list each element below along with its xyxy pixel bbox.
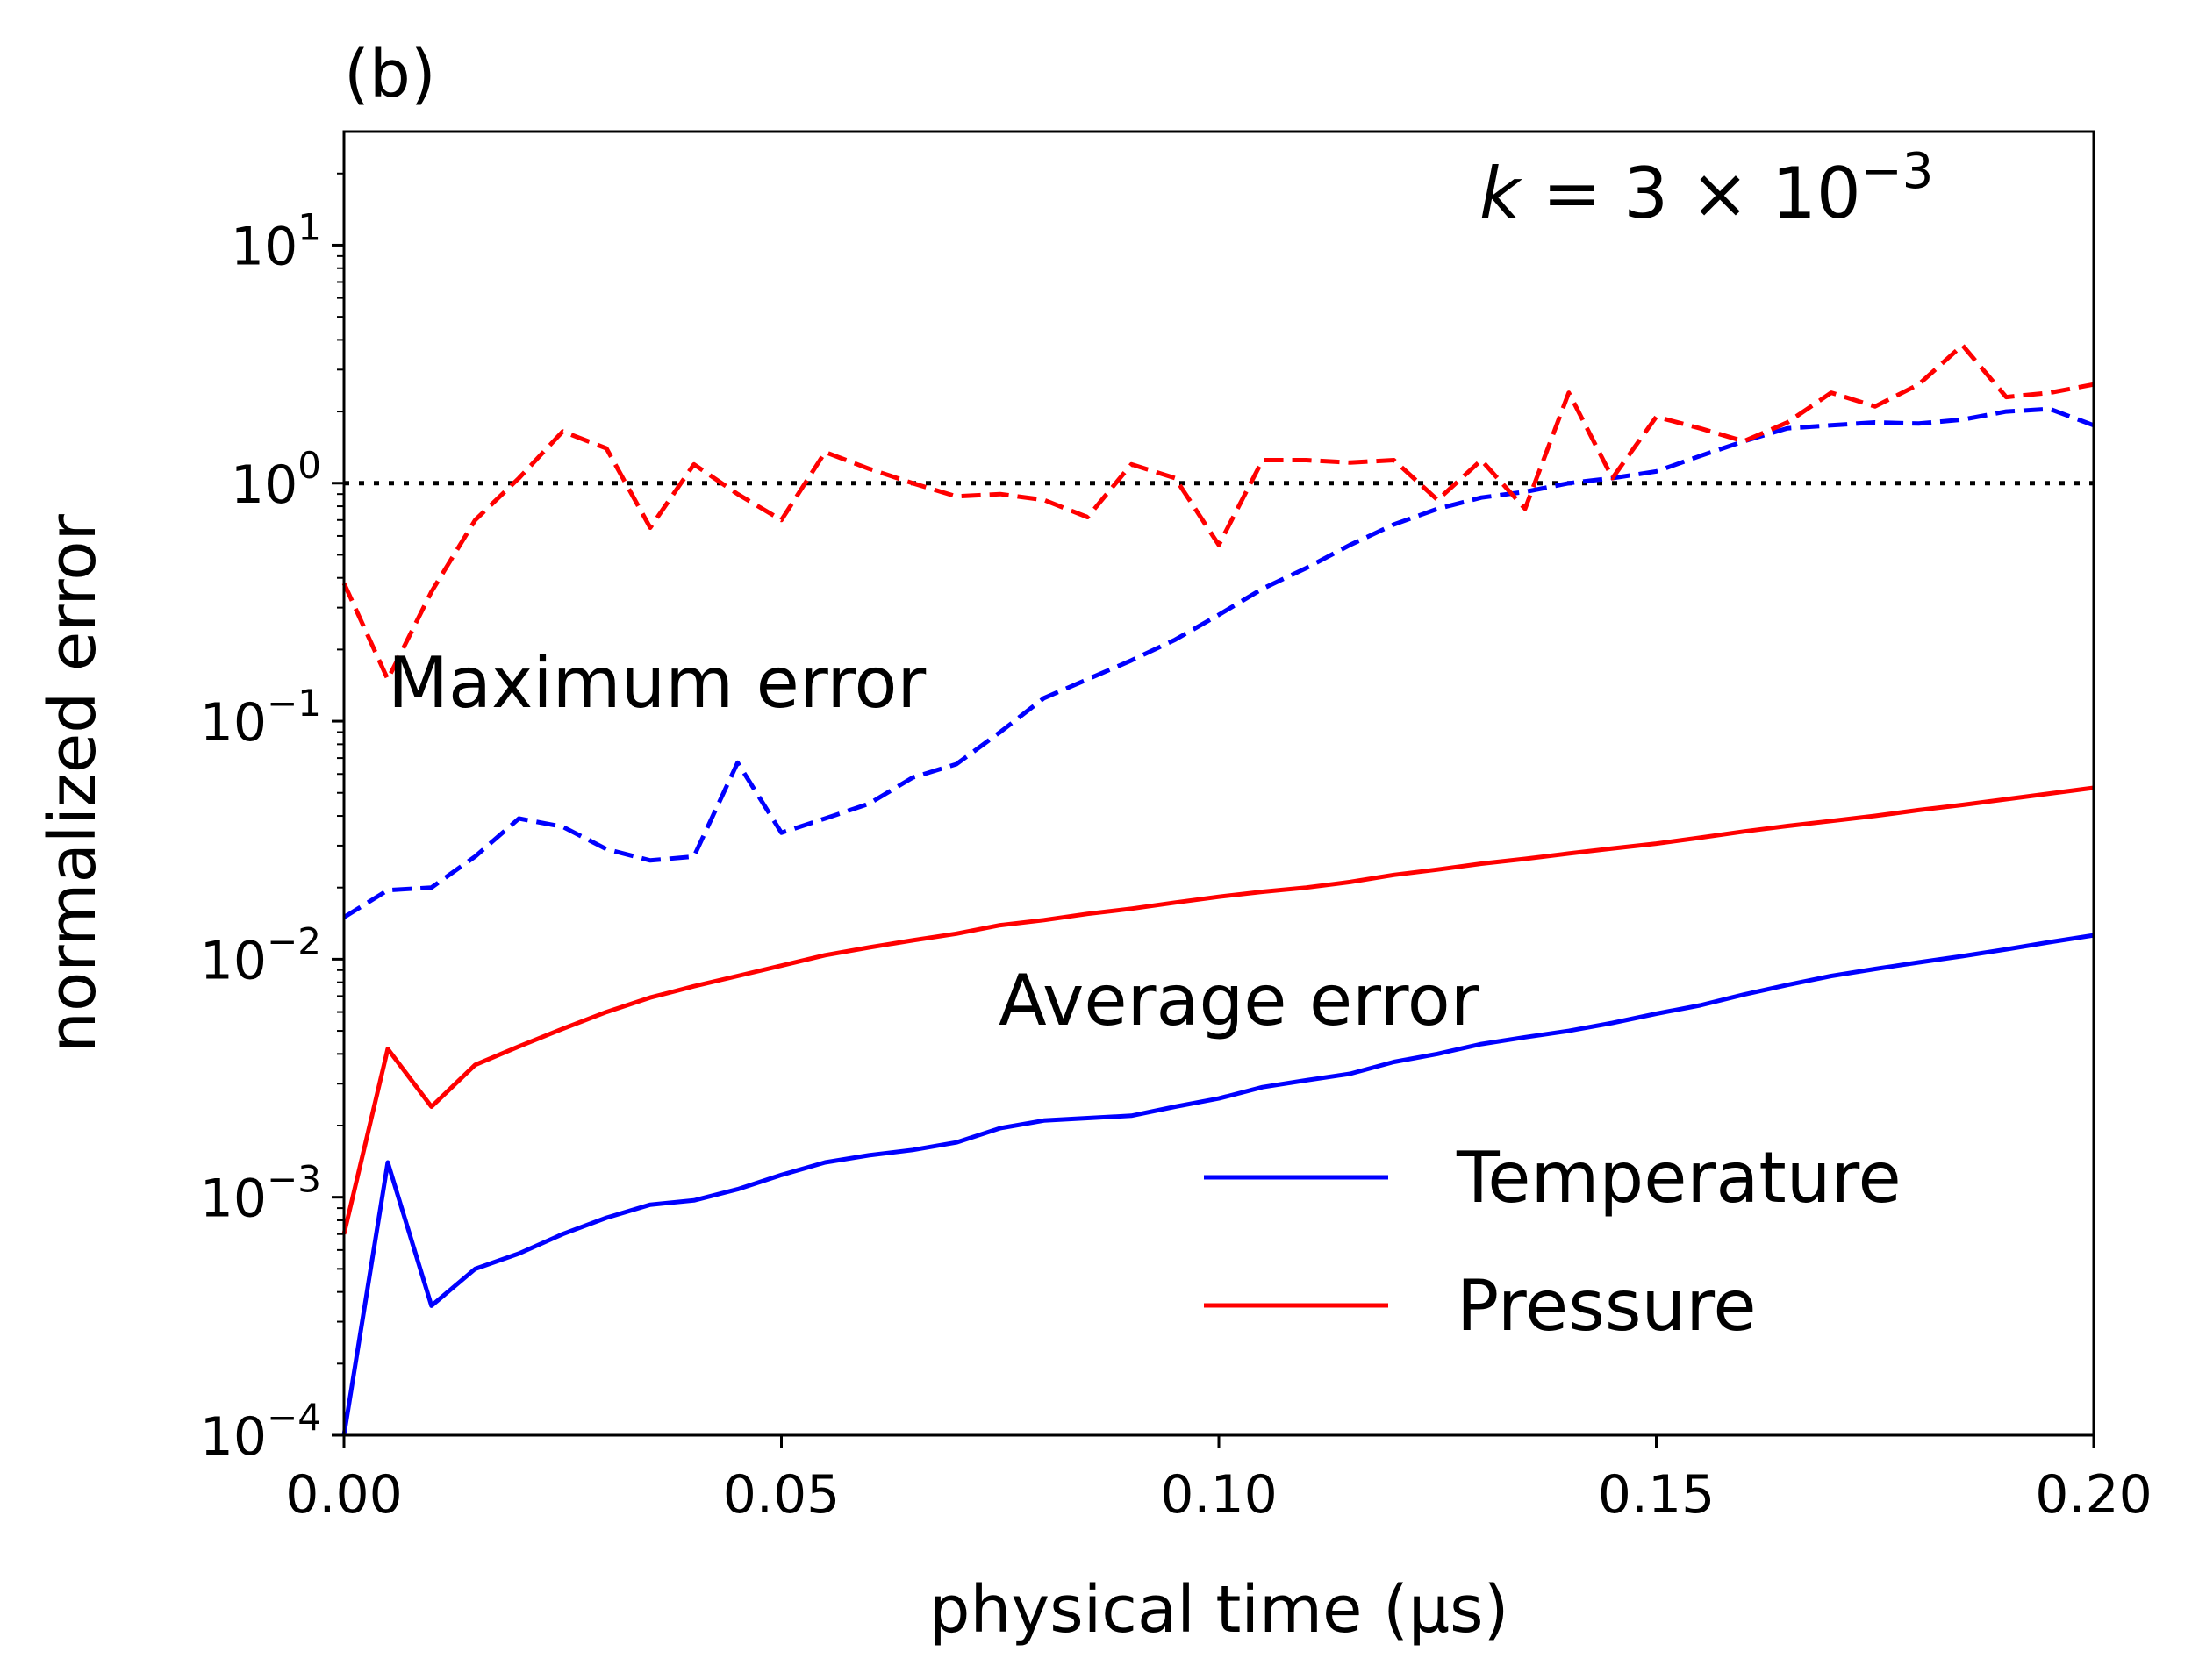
panel-label: (b) — [344, 37, 436, 112]
legend-label-temperature: Temperature — [1456, 1137, 1902, 1219]
x-tick-label: 0.15 — [1598, 1464, 1716, 1526]
x-tick-label: 0.20 — [2035, 1464, 2152, 1526]
x-tick-label: 0.10 — [1160, 1464, 1278, 1526]
series-line-pressure-average — [341, 785, 2095, 1235]
series-line-temperature-maximum — [342, 406, 2095, 919]
y-axis-label: normalized error — [35, 514, 111, 1053]
plot-frame — [342, 130, 2095, 1437]
legend: Temperature Pressure — [1204, 1137, 1902, 1347]
k-symbol: k — [1479, 153, 1522, 234]
x-tick-label: 0.05 — [723, 1464, 841, 1526]
average-error-annotation: Average error — [999, 960, 1479, 1041]
y-tick-label: 100 — [231, 444, 321, 516]
y-tick-label: 10−2 — [200, 919, 321, 991]
legend-label-pressure: Pressure — [1457, 1265, 1757, 1347]
x-ticks: 0.00 0.05 0.10 0.15 0.20 — [285, 1435, 2152, 1526]
k-annotation: k = 3 × 10−3 — [1479, 143, 1933, 234]
y-ticks: 10−4 10−3 10−2 10−1 100 101 — [200, 172, 344, 1468]
y-tick-label: 10−3 — [200, 1158, 321, 1230]
k-value: = 3 × 10 — [1520, 153, 1860, 234]
y-tick-label: 10−1 — [200, 682, 321, 754]
series-line-temperature-average — [341, 933, 2095, 1436]
y-tick-label: 10−4 — [200, 1396, 321, 1468]
series-line-pressure-maximum — [341, 343, 2095, 682]
k-exponent: −3 — [1861, 143, 1934, 200]
y-tick-label: 101 — [231, 205, 321, 277]
x-tick-label: 0.00 — [285, 1464, 403, 1526]
maximum-error-annotation: Maximum error — [388, 642, 926, 724]
x-axis-label: physical time (μs) — [929, 1572, 1509, 1648]
series-layer — [341, 343, 2095, 1436]
